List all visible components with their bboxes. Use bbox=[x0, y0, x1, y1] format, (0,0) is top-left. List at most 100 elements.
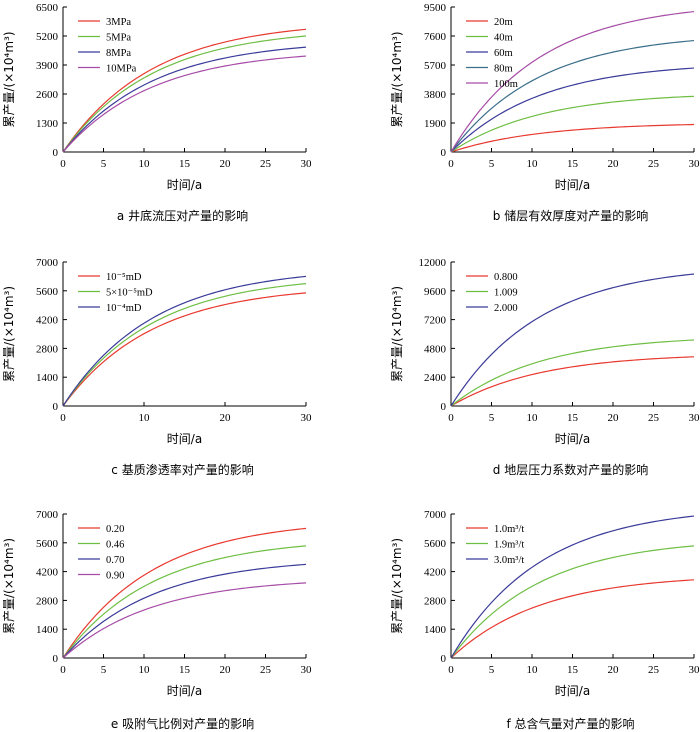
x-tick-label: 25 bbox=[648, 412, 660, 424]
y-tick-label: 4200 bbox=[36, 315, 59, 327]
x-axis-title: 时间/a bbox=[555, 178, 590, 192]
series-line bbox=[450, 579, 695, 659]
series-line bbox=[450, 339, 695, 407]
series-line bbox=[62, 292, 307, 407]
y-tick-label: 6500 bbox=[36, 2, 59, 14]
y-tick-label: 7600 bbox=[424, 31, 447, 43]
x-tick-label: 20 bbox=[608, 412, 620, 424]
legend-label: 2.000 bbox=[494, 303, 518, 314]
y-axis-title: 累产量/(×10⁴m³) bbox=[2, 31, 16, 127]
legend-label: 60m bbox=[494, 48, 513, 59]
x-tick-label: 15 bbox=[567, 158, 579, 170]
legend-label: 10⁻⁵mD bbox=[106, 272, 142, 283]
panel-caption: e 吸附气比例对产量的影响 bbox=[111, 716, 254, 731]
x-tick-label: 5 bbox=[101, 158, 107, 170]
y-axis-title: 累产量/(×10⁴m³) bbox=[390, 31, 404, 127]
series-line bbox=[450, 67, 695, 153]
y-tick-label: 5600 bbox=[36, 286, 59, 298]
y-tick-label: 3900 bbox=[36, 60, 59, 72]
x-tick-label: 15 bbox=[567, 412, 579, 424]
x-tick-label: 0 bbox=[60, 412, 66, 424]
legend-label: 10MPa bbox=[106, 64, 137, 75]
series-line bbox=[450, 39, 695, 153]
x-tick-label: 20 bbox=[608, 664, 620, 676]
x-tick-label: 0 bbox=[60, 158, 66, 170]
y-tick-label: 0 bbox=[53, 401, 59, 413]
x-tick-label: 10 bbox=[139, 664, 151, 676]
x-tick-label: 5 bbox=[101, 664, 107, 676]
series-line bbox=[450, 95, 695, 153]
panel-caption: a 井底流压对产量的影响 bbox=[117, 208, 248, 223]
series-line bbox=[450, 356, 695, 407]
y-tick-label: 2800 bbox=[36, 595, 59, 607]
y-tick-label: 0 bbox=[53, 147, 59, 159]
y-tick-label: 2600 bbox=[36, 89, 59, 101]
legend-label: 100m bbox=[494, 79, 518, 90]
x-tick-label: 0 bbox=[60, 664, 66, 676]
x-axis-title: 时间/a bbox=[555, 432, 590, 446]
y-tick-label: 7000 bbox=[36, 509, 59, 521]
panel-caption: c 基质渗透率对产量的影响 bbox=[111, 462, 253, 477]
y-tick-label: 1400 bbox=[36, 372, 59, 384]
x-tick-label: 0 bbox=[448, 412, 454, 424]
x-axis-title: 时间/a bbox=[555, 684, 590, 698]
series-line bbox=[62, 527, 307, 659]
y-tick-label: 4800 bbox=[424, 343, 447, 355]
legend-label: 40m bbox=[494, 33, 513, 44]
y-tick-label: 4200 bbox=[424, 567, 447, 579]
y-axis-title: 累产量/(×10⁴m³) bbox=[2, 538, 16, 634]
chart-panel-d: 0 2400 4800 7200 9600 12000 0 5 10 15 20 25 30 时间/a 累产… bbox=[390, 257, 700, 477]
series-line bbox=[450, 545, 695, 659]
legend-label: 1.009 bbox=[494, 288, 518, 299]
x-tick-label: 25 bbox=[260, 664, 272, 676]
legend-label: 20m bbox=[494, 17, 513, 28]
x-tick-label: 30 bbox=[689, 664, 700, 676]
x-tick-label: 10 bbox=[527, 412, 539, 424]
y-tick-label: 5200 bbox=[36, 31, 59, 43]
legend-label: 0.46 bbox=[106, 540, 124, 551]
x-tick-label: 20 bbox=[220, 412, 232, 424]
series-line bbox=[62, 283, 307, 407]
series-line bbox=[450, 10, 695, 153]
legend-label: 3MPa bbox=[106, 17, 131, 28]
x-tick-label: 30 bbox=[301, 664, 313, 676]
x-tick-label: 30 bbox=[689, 412, 700, 424]
legend-label: 1.0m³/t bbox=[494, 524, 524, 535]
legend-label: 10⁻⁴mD bbox=[106, 303, 142, 314]
series-line bbox=[62, 563, 307, 659]
legend-label: 0.90 bbox=[106, 571, 124, 582]
panel-caption: b 储层有效厚度对产量的影响 bbox=[493, 208, 648, 223]
y-tick-label: 1400 bbox=[424, 624, 447, 636]
series-line bbox=[62, 55, 307, 153]
y-tick-label: 7000 bbox=[36, 257, 59, 269]
y-tick-label: 2400 bbox=[424, 372, 447, 384]
x-tick-label: 10 bbox=[139, 158, 151, 170]
y-tick-label: 0 bbox=[441, 653, 447, 665]
x-tick-label: 20 bbox=[220, 664, 232, 676]
y-tick-label: 0 bbox=[441, 147, 447, 159]
x-axis-title: 时间/a bbox=[167, 178, 202, 192]
y-tick-label: 2800 bbox=[36, 343, 59, 355]
legend-label: 5×10⁻⁵mD bbox=[106, 288, 153, 299]
x-tick-label: 30 bbox=[301, 412, 313, 424]
chart-panel-c: 0 1400 2800 4200 5600 7000 0 10 20 30 时间/a 累产量/(×10… bbox=[2, 257, 312, 477]
chart-panel-a: 0 1300 2600 3900 5200 6500 0 5 10 15 20 25 30 时间/a 累产量… bbox=[2, 2, 312, 223]
y-tick-label: 5600 bbox=[424, 538, 447, 550]
x-tick-label: 5 bbox=[489, 412, 495, 424]
series-line bbox=[62, 275, 307, 407]
x-axis-title: 时间/a bbox=[167, 432, 202, 446]
legend-label: 0.800 bbox=[494, 272, 518, 283]
legend-label: 1.9m³/t bbox=[494, 540, 524, 551]
y-axis-title: 累产量/(×10⁴m³) bbox=[390, 538, 404, 634]
y-tick-label: 12000 bbox=[419, 257, 447, 269]
series-line bbox=[62, 545, 307, 659]
y-tick-label: 4200 bbox=[36, 567, 59, 579]
y-tick-label: 3800 bbox=[424, 89, 447, 101]
x-axis-title: 时间/a bbox=[167, 684, 202, 698]
y-tick-label: 2800 bbox=[424, 595, 447, 607]
y-tick-label: 7200 bbox=[424, 315, 447, 327]
x-tick-label: 15 bbox=[179, 664, 191, 676]
x-tick-label: 5 bbox=[489, 664, 495, 676]
y-tick-label: 0 bbox=[53, 653, 59, 665]
